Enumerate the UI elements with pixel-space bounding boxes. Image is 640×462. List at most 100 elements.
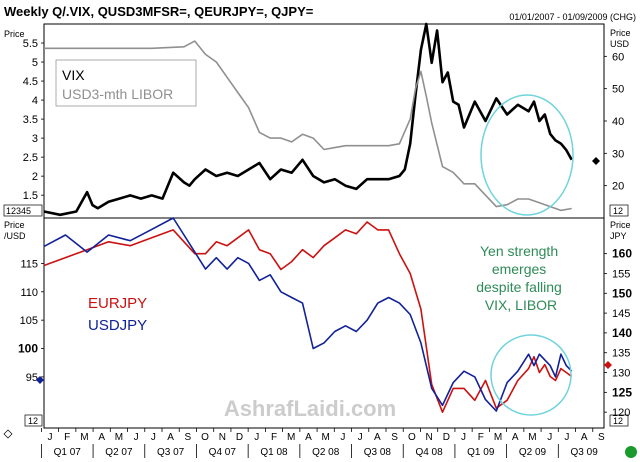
right-tick-label: 155 [612,268,630,280]
right-tick-label: 145 [612,308,630,320]
quarter-label: Q1 07 [54,447,82,458]
month-tick-label: O [201,432,209,443]
month-tick-label: A [512,432,519,443]
right-price-marker-top [592,157,600,165]
highlight-circle-bottom [490,334,572,416]
month-tick-label: S [598,432,605,443]
quarter-label: Q3 08 [364,447,392,458]
month-tick-label: J [151,432,156,443]
month-tick-label: F [64,432,70,443]
series-lines [43,22,573,413]
left-tick-label: 3.5 [23,114,38,126]
month-tick-label: O [408,432,416,443]
x-axis: J F M A M J J A S O N D J F M A M J J A S O N D J F M A M J J A SQ1 07 Q2… [40,428,605,458]
left-price-marker [36,376,44,384]
month-tick-label: N [425,432,432,443]
month-tick-label: D [236,432,243,443]
right-price-marker-bottom [604,361,612,369]
top-left-corner-label: 12345 [6,206,31,216]
left-tick-label: 4 [32,95,38,107]
right-tick-label: 20 [612,181,624,193]
bottom-left-corner-label: 12 [28,416,38,426]
top-left-corner-box [3,204,43,217]
month-tick-label: M [287,432,295,443]
bottom-right-corner-label: 12 [613,416,623,426]
left-tick-label: 110 [20,287,38,299]
month-tick-label: A [305,432,312,443]
quarter-label: Q3 09 [571,447,599,458]
right-tick-label: 140 [612,326,632,340]
right-tick-label: 40 [612,116,624,128]
right-tick-label: 150 [612,286,632,300]
quarter-label: Q4 07 [209,447,237,458]
series-line-usdjpy [43,217,573,412]
top-right-axis-label: Price USD [610,28,631,49]
right-tick-label: 50 [612,84,624,96]
left-tick-label: 5 [32,57,38,69]
month-tick-label: J [358,432,363,443]
month-tick-label: J [48,432,53,443]
quarter-label: Q1 09 [467,447,495,458]
month-tick-label: J [564,432,569,443]
series-line-vix [43,22,573,217]
quarter-label: Q2 07 [105,447,133,458]
bottom-right-axis-label: Price JPY [610,220,631,241]
legend-libor: USD3-mth LIBOR [62,86,173,102]
left-tick-label: 1.5 [23,190,38,202]
month-tick-label: S [185,432,192,443]
watermark: AshrafLaidi.com [224,396,396,421]
left-tick-label: 100 [18,342,38,356]
legend-vix: VIX [62,67,85,83]
month-tick-label: M [115,432,123,443]
series-line-usd3-mth-libor [44,40,572,212]
month-tick-label: N [219,432,226,443]
top-right-corner-label: 12 [613,206,623,216]
month-tick-label: M [322,432,330,443]
left-tick-label: 115 [20,258,38,270]
top-left-axis-label: Price [4,29,25,39]
month-tick-label: D [443,432,450,443]
left-bottom-marker [3,429,13,439]
left-tick-label: 105 [20,315,38,327]
right-tick-label: 160 [612,247,632,261]
date-range: 01/01/2007 - 01/09/2009 (CHG) [509,12,636,22]
month-tick-label: A [581,432,588,443]
legend-usdjpy: USDJPY [88,317,147,334]
quarter-label: Q1 08 [260,447,288,458]
month-tick-label: F [271,432,277,443]
axis-ticks: 5.5 5 4.5 4 3.5 3 2.5 2 1.5 60 50 40 30 20 115 110 105 10… [18,38,632,419]
series-line-eurjpy [43,221,573,413]
right-tick-label: 30 [612,148,624,160]
chart-title: Weekly Q/.VIX, QUSD3MFSR=, QEURJPY=, QJP… [4,4,314,19]
legend-eurjpy: EURJPY [88,295,147,312]
annotation-text: Yen strength emerges despite falling VIX… [476,243,566,313]
right-tick-label: 130 [612,368,630,380]
month-tick-label: J [547,432,552,443]
highlight-circle-top [480,94,574,216]
month-tick-label: J [340,432,345,443]
left-tick-label: 2 [32,171,38,183]
right-tick-label: 135 [612,348,630,360]
left-tick-label: 5.5 [23,38,38,50]
right-tick-label: 120 [612,407,630,419]
quarter-label: Q4 08 [415,447,443,458]
left-tick-label: 95 [26,372,38,384]
month-tick-label: M [528,432,536,443]
month-tick-label: J [254,432,259,443]
quarter-label: Q2 09 [519,447,547,458]
right-tick-label: 60 [612,51,624,63]
quarter-label: Q3 07 [157,447,185,458]
quarter-label: Q2 08 [312,447,340,458]
month-tick-label: A [98,432,105,443]
month-tick-label: J [461,432,466,443]
month-tick-label: J [134,432,139,443]
left-tick-label: 2.5 [23,152,38,164]
month-tick-label: M [80,432,88,443]
month-tick-label: M [494,432,502,443]
top-panel-frame [43,23,605,219]
bottom-right-corner-box [609,414,629,427]
month-tick-label: F [478,432,484,443]
left-tick-label: 4.5 [23,76,38,88]
bottom-left-corner-box [24,414,43,427]
